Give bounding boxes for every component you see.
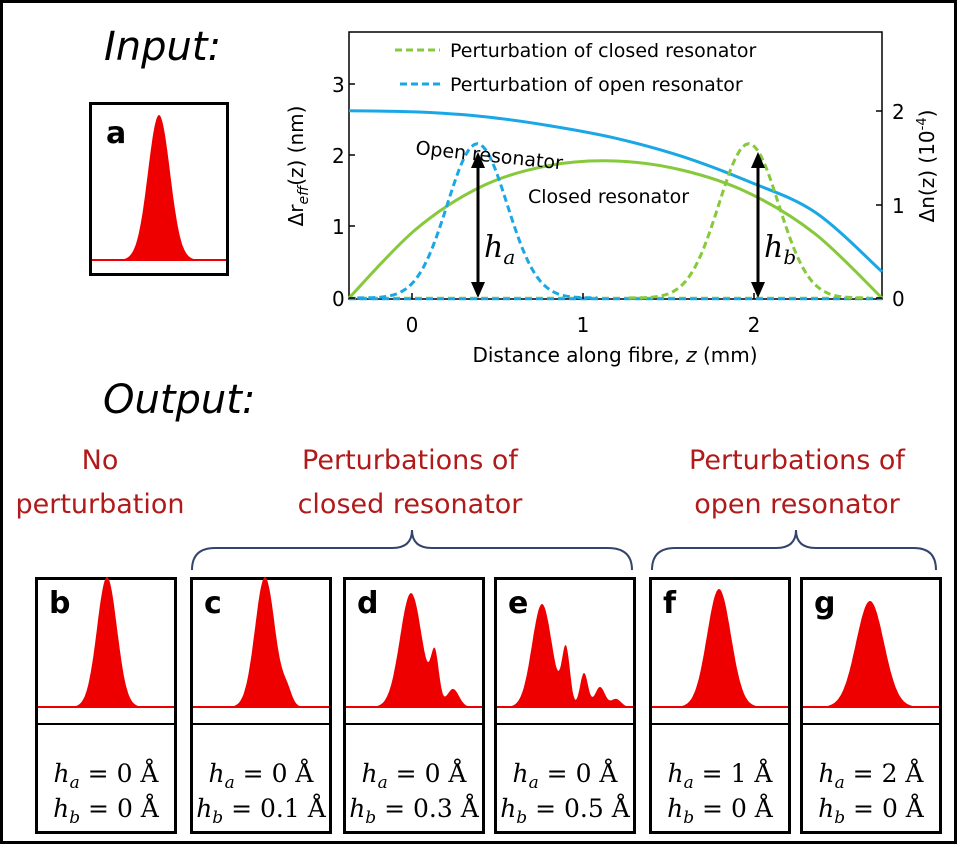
output-spectrum — [497, 604, 633, 707]
output-panel-ha-formula: ha = 0 Å — [208, 758, 314, 793]
left-tick-label: 2 — [332, 144, 345, 168]
hb-arrow — [751, 152, 765, 298]
output-panel-hb-formula: hb = 0 Å — [53, 793, 160, 828]
output-panel-ha-formula: ha = 1 Å — [667, 758, 773, 793]
group-label-none-line1: No — [82, 445, 119, 476]
output-spectrum — [803, 601, 939, 707]
output-panel-e: e ha = 0 Åhb = 0.5 Å — [494, 577, 636, 834]
x-tick-label: 0 — [406, 313, 419, 337]
output-panel-ha-formula: ha = 0 Å — [53, 758, 159, 793]
output-panel-hb-formula: hb = 0.3 Å — [349, 793, 480, 828]
group-label-open-line2: open resonator — [694, 489, 900, 520]
open-resonator-curve — [348, 109, 883, 273]
closed-resonator-curve — [347, 159, 884, 300]
x-axis-label: Distance along fibre, z (mm) — [472, 343, 757, 367]
output-panel-hb-formula: hb = 0 Å — [818, 793, 925, 828]
right-tick-label: 2 — [892, 100, 905, 124]
output-panel-f: f ha = 1 Åhb = 0 Å — [649, 577, 791, 834]
output-panel-hb-formula: hb = 0 Å — [667, 793, 774, 828]
output-panel-d: d ha = 0 Åhb = 0.3 Å — [343, 577, 485, 834]
legend-item-open: Perturbation of open resonator — [450, 74, 743, 96]
left-tick-label: 0 — [332, 287, 345, 311]
group-label-open-line1: Perturbations of — [689, 445, 906, 476]
x-tick-label: 1 — [577, 313, 590, 337]
left-axis-ticks: 0 1 2 3 — [332, 73, 355, 311]
right-axis-label: Δn(z) (10-4) — [915, 110, 939, 223]
closed-resonator-label: Closed resonator — [528, 186, 689, 208]
closed-group-brace — [191, 529, 633, 571]
output-panel-letter: f — [663, 586, 677, 621]
x-tick-label: 2 — [748, 313, 761, 337]
output-panel-ha-formula: ha = 0 Å — [512, 758, 618, 793]
left-axis-label: Δreff(z) (nm) — [284, 106, 312, 227]
input-heading: Input: — [104, 24, 221, 70]
group-label-closed-line2: closed resonator — [298, 489, 524, 520]
open-group-brace — [651, 529, 937, 571]
output-panel-letter: c — [204, 586, 222, 621]
right-tick-label: 0 — [892, 287, 905, 311]
output-panel-b: b ha = 0 Åhb = 0 Å — [35, 577, 177, 834]
left-tick-label: 3 — [332, 73, 345, 97]
right-tick-label: 1 — [892, 194, 905, 218]
ha-arrow-label: ha — [484, 230, 515, 269]
output-panel-letter: b — [49, 586, 70, 621]
ha-arrow — [471, 152, 485, 298]
input-panel: a — [89, 102, 229, 276]
group-label-none-line2: perturbation — [15, 489, 184, 520]
right-axis-ticks: 0 1 2 — [876, 100, 905, 311]
output-panel-g: g ha = 2 Åhb = 0 Å — [800, 577, 942, 834]
output-panel-letter: d — [357, 586, 378, 621]
output-panel-letter: g — [814, 586, 835, 621]
output-panel-letter: e — [508, 586, 528, 621]
legend-item-closed: Perturbation of closed resonator — [450, 40, 756, 62]
hb-arrow-label: hb — [764, 230, 796, 269]
output-spectrum — [38, 577, 174, 707]
output-heading: Output: — [103, 377, 255, 423]
output-spectrum — [193, 577, 329, 707]
output-panel-ha-formula: ha = 2 Å — [818, 758, 924, 793]
output-panel-c: c ha = 0 Åhb = 0.1 Å — [190, 577, 332, 834]
left-tick-label: 1 — [332, 215, 345, 239]
group-labels: No perturbation Perturbations of closed … — [15, 445, 906, 520]
input-panel-letter: a — [106, 116, 126, 151]
closed-perturbation-curve — [628, 142, 869, 300]
output-spectrum — [346, 593, 482, 707]
chart-legend: Perturbation of closed resonator Perturb… — [395, 40, 756, 96]
output-panel-hb-formula: hb = 0.5 Å — [500, 793, 631, 828]
open-perturbation-curve — [357, 142, 598, 300]
output-panel-hb-formula: hb = 0.1 Å — [196, 793, 327, 828]
x-axis-ticks: 0 1 2 — [406, 293, 761, 337]
input-spectrum — [92, 115, 226, 260]
group-label-closed-line1: Perturbations of — [302, 445, 519, 476]
output-panel-ha-formula: ha = 0 Å — [361, 758, 467, 793]
output-spectrum — [652, 589, 788, 707]
